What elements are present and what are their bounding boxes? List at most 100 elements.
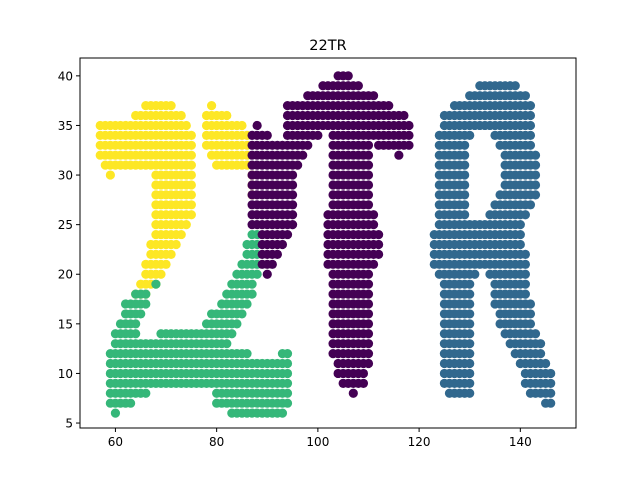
data-point-purple [374,249,384,260]
data-point-purple [293,160,303,170]
x-tick-label: 60 [108,435,123,449]
data-point-purple [374,229,384,240]
data-point-blue [530,150,541,160]
data-point-blue [525,110,536,121]
data-point-green [131,319,141,329]
data-point-green [141,299,151,309]
data-point-blue [530,160,541,170]
data-point-green [282,398,293,408]
data-point-blue [465,130,475,140]
data-point-purple [287,200,298,210]
data-point-purple [404,140,414,150]
data-point-green [222,339,232,349]
data-point-purple [272,249,282,260]
data-point-purple [363,299,374,309]
data-point-yellow [186,140,196,150]
data-point-blue [520,269,530,279]
data-point-blue [460,210,470,220]
data-point-green [282,388,293,398]
data-point-purple [404,120,414,131]
data-point-blue [520,279,530,289]
data-point-purple [363,289,374,299]
data-point-purple [267,259,277,269]
data-point-purple [358,378,369,388]
data-point-yellow [186,190,196,200]
data-point-purple [394,150,404,160]
data-point-blue [515,229,525,240]
data-point-purple [363,200,374,210]
data-point-blue [525,101,536,111]
data-point-yellow [186,170,196,180]
data-point-blue [465,349,475,359]
data-point-blue [525,140,536,150]
data-point-blue [525,120,536,131]
data-point-purple [363,150,374,160]
data-point-yellow [176,229,186,240]
data-point-blue [460,190,470,200]
data-point-purple [262,269,272,279]
data-point-green [282,349,293,359]
data-point-blue [535,339,546,349]
data-point-blue [465,299,475,309]
data-point-purple [363,170,374,180]
data-point-yellow [206,101,217,111]
data-point-purple [404,130,414,140]
data-point-blue [530,329,541,339]
data-point-green [282,358,293,369]
data-point-blue [465,358,475,369]
data-point-purple [368,210,379,220]
data-point-yellow [181,120,191,131]
data-point-blue [470,269,480,279]
data-point-green [131,329,141,339]
data-point-blue [465,279,475,289]
data-point-purple [282,229,293,240]
data-point-purple [287,220,298,230]
data-point-purple [287,190,298,200]
data-point-green [282,368,293,379]
data-point-blue [460,170,470,180]
data-point-blue [460,140,470,150]
data-point-blue [520,249,530,260]
data-point-blue [515,239,525,250]
data-point-green [242,299,252,309]
data-point-green [151,279,161,289]
y-tick-label: 15 [58,317,73,331]
data-point-yellow [186,180,196,190]
data-point-green [227,329,237,339]
data-point-green [252,269,262,279]
data-point-purple [303,140,313,150]
data-point-blue [525,309,536,319]
data-point-blue [465,339,475,349]
y-tick-label: 10 [58,367,73,381]
data-point-purple [363,349,374,359]
data-point-yellow [166,101,176,111]
data-point-blue [546,388,556,398]
data-point-blue [520,259,530,269]
data-point-purple [313,130,323,140]
data-point-blue [520,289,530,299]
data-point-purple [368,259,379,269]
data-point-yellow [222,110,232,121]
data-point-purple [363,309,374,319]
data-point-yellow [186,150,196,160]
chart-title: 22TR [309,38,346,54]
data-point-purple [353,81,363,91]
data-point-green [247,289,257,299]
data-point-purple [363,329,374,339]
data-point-blue [546,368,556,379]
data-point-blue [525,130,536,140]
data-point-green [237,309,247,319]
axes-frame [79,57,577,429]
data-point-purple [363,319,374,329]
data-point-purple [363,339,374,349]
y-tick-label: 20 [58,268,73,282]
data-point-purple [287,170,298,180]
data-point-green [136,309,146,319]
data-point-purple [348,388,358,398]
data-point-purple [384,101,394,111]
y-tick-label: 5 [65,417,73,431]
data-point-purple [363,140,374,150]
data-point-purple [363,358,374,369]
data-point-yellow [237,120,247,131]
